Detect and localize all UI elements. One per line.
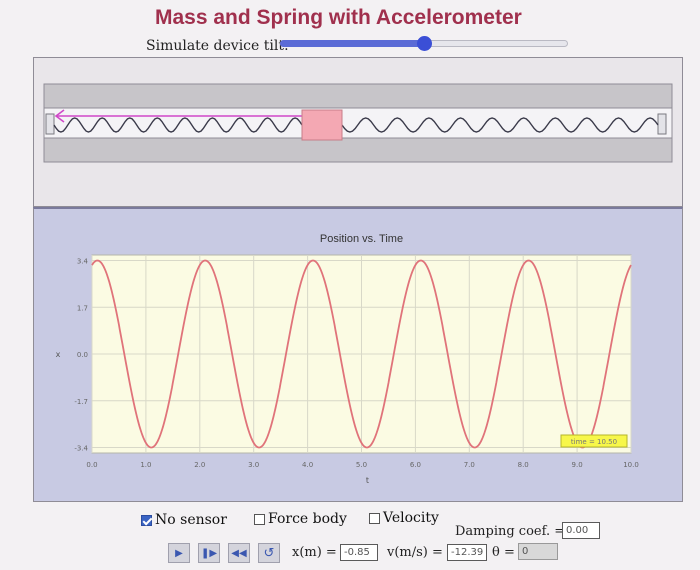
step-icon: ❚▶ <box>200 547 218 559</box>
damping-label: Damping coef. = <box>455 524 566 539</box>
y-axis-label: x <box>56 350 61 359</box>
series-line <box>91 259 632 449</box>
plot-panel: Position vs. Time 0.0 1.0 2.0 3.0 4.0 5.0 6.0 7.… <box>33 207 683 502</box>
tilt-slider-fill <box>280 40 424 47</box>
force-body-check-icon[interactable] <box>254 513 265 525</box>
spring-right <box>341 117 659 133</box>
theta-field: 0 <box>518 543 558 560</box>
x-tick-label: 6.0 <box>410 461 421 469</box>
x-tick-label: 9.0 <box>572 461 583 469</box>
x-tick-label: 5.0 <box>356 461 367 469</box>
y-tick-label: 3.4 <box>77 258 89 266</box>
velocity-checkbox[interactable]: Velocity <box>369 510 439 526</box>
rail-bottom <box>43 137 673 163</box>
rail-top <box>43 83 673 109</box>
v-field: -12.39 <box>447 544 487 561</box>
spring-left <box>53 117 303 133</box>
y-tick-label: -1.7 <box>74 398 88 406</box>
tilt-slider[interactable] <box>280 36 568 51</box>
force-body-label: Force body <box>268 511 347 527</box>
step-button[interactable]: ❚▶ <box>198 543 220 563</box>
time-badge <box>560 434 628 448</box>
x-tick-label: 2.0 <box>194 461 205 469</box>
track-channel <box>43 107 673 139</box>
y-tick-label: 0.0 <box>77 351 88 359</box>
x-tick-label: 4.0 <box>302 461 313 469</box>
left-wall <box>45 113 55 135</box>
rewind-button[interactable]: ◀◀ <box>228 543 250 563</box>
spring-simulation <box>43 83 673 163</box>
tilt-label: Simulate device tilt: <box>146 38 289 54</box>
force-body-checkbox[interactable]: Force body <box>254 511 347 527</box>
y-tick-label: -3.4 <box>74 445 88 453</box>
x-tick-label: 8.0 <box>518 461 529 469</box>
simulation-panel <box>33 57 683 207</box>
x-tick-label: 7.0 <box>464 461 475 469</box>
time-label: time = 10.50 <box>571 438 617 446</box>
velocity-check-icon[interactable] <box>369 512 380 524</box>
right-wall <box>657 113 667 135</box>
velocity-label: Velocity <box>383 510 439 526</box>
x-tick-label: 3.0 <box>248 461 259 469</box>
no-sensor-check-icon[interactable] <box>141 514 152 526</box>
reset-button[interactable]: ↺ <box>258 543 280 563</box>
tilt-slider-thumb[interactable] <box>417 36 432 51</box>
page-title: Mass and Spring with Accelerometer <box>155 6 522 29</box>
x-field: -0.85 <box>340 544 378 561</box>
damping-input[interactable]: 0.00 <box>562 522 600 539</box>
reset-icon: ↺ <box>263 545 275 561</box>
x-tick-label: 1.0 <box>140 461 151 469</box>
no-sensor-label: No sensor <box>155 512 227 528</box>
chart-title: Position vs. Time <box>320 233 403 245</box>
position-time-chart: Position vs. Time 0.0 1.0 2.0 3.0 4.0 5.0 6.0 7.… <box>56 233 639 485</box>
theta-label: θ = <box>492 545 515 560</box>
y-tick-label: 1.7 <box>77 304 88 312</box>
pointer-arrow-icon <box>54 109 65 123</box>
mass-block[interactable] <box>301 109 343 141</box>
no-sensor-checkbox[interactable]: No sensor <box>141 512 227 528</box>
x-tick-label: 10.0 <box>623 461 639 469</box>
x-label: x(m) = <box>292 545 337 560</box>
v-label: v(m/s) = <box>387 545 443 560</box>
rewind-icon: ◀◀ <box>231 547 247 559</box>
play-button[interactable]: ▶ <box>168 543 190 563</box>
play-icon: ▶ <box>175 547 183 559</box>
x-tick-label: 0.0 <box>86 461 97 469</box>
x-axis-label: t <box>366 476 369 485</box>
